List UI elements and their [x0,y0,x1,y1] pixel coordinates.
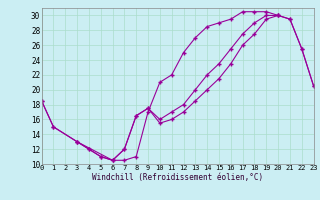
X-axis label: Windchill (Refroidissement éolien,°C): Windchill (Refroidissement éolien,°C) [92,173,263,182]
